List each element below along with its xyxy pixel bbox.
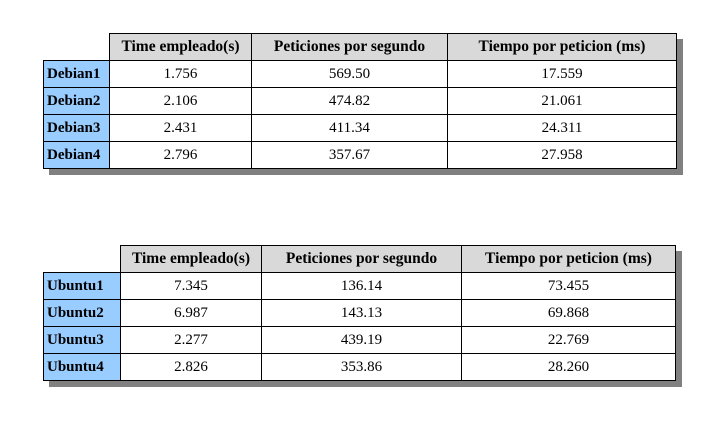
row-label: Debian3 <box>43 114 110 142</box>
table-row: Ubuntu3 2.277 439.19 22.769 <box>43 326 676 354</box>
tpp-cell: 24.311 <box>447 114 677 142</box>
header-row: Time empleado(s) Peticiones por segundo … <box>43 245 676 273</box>
table-row: Ubuntu4 2.826 353.86 28.260 <box>43 353 676 381</box>
time-cell: 1.756 <box>109 60 252 88</box>
tpp-cell: 21.061 <box>447 87 677 115</box>
rps-cell: 143.13 <box>261 299 462 327</box>
ubuntu-results-table: Time empleado(s) Peticiones por segundo … <box>43 245 676 381</box>
row-label: Debian2 <box>43 87 110 115</box>
row-label: Ubuntu3 <box>43 326 121 354</box>
tpp-cell: 22.769 <box>461 326 676 354</box>
col-header-tpp: Tiempo por peticion (ms) <box>447 33 677 61</box>
debian-results-table-wrapper: Time empleado(s) Peticiones por segundo … <box>43 33 683 175</box>
corner-cell <box>43 33 110 61</box>
row-label: Ubuntu2 <box>43 299 121 327</box>
table-row: Debian2 2.106 474.82 21.061 <box>43 87 677 115</box>
tpp-cell: 28.260 <box>461 353 676 381</box>
tpp-cell: 17.559 <box>447 60 677 88</box>
col-header-rps: Peticiones por segundo <box>261 245 462 273</box>
tpp-cell: 27.958 <box>447 141 677 169</box>
tpp-cell: 73.455 <box>461 272 676 300</box>
rps-cell: 353.86 <box>261 353 462 381</box>
time-cell: 6.987 <box>120 299 262 327</box>
time-cell: 2.431 <box>109 114 252 142</box>
row-label: Ubuntu4 <box>43 353 121 381</box>
col-header-rps: Peticiones por segundo <box>251 33 448 61</box>
rps-cell: 136.14 <box>261 272 462 300</box>
tpp-cell: 69.868 <box>461 299 676 327</box>
rps-cell: 569.50 <box>251 60 448 88</box>
debian-results-table: Time empleado(s) Peticiones por segundo … <box>43 33 677 169</box>
col-header-time: Time empleado(s) <box>109 33 252 61</box>
row-label: Debian1 <box>43 60 110 88</box>
table-row: Debian3 2.431 411.34 24.311 <box>43 114 677 142</box>
time-cell: 2.826 <box>120 353 262 381</box>
table-row: Debian1 1.756 569.50 17.559 <box>43 60 677 88</box>
col-header-time: Time empleado(s) <box>120 245 262 273</box>
rps-cell: 474.82 <box>251 87 448 115</box>
rps-cell: 357.67 <box>251 141 448 169</box>
time-cell: 2.796 <box>109 141 252 169</box>
header-row: Time empleado(s) Peticiones por segundo … <box>43 33 677 61</box>
time-cell: 2.106 <box>109 87 252 115</box>
row-label: Ubuntu1 <box>43 272 121 300</box>
corner-cell <box>43 245 121 273</box>
table-row: Debian4 2.796 357.67 27.958 <box>43 141 677 169</box>
table-row: Ubuntu1 7.345 136.14 73.455 <box>43 272 676 300</box>
time-cell: 7.345 <box>120 272 262 300</box>
rps-cell: 411.34 <box>251 114 448 142</box>
ubuntu-results-table-wrapper: Time empleado(s) Peticiones por segundo … <box>43 245 682 387</box>
rps-cell: 439.19 <box>261 326 462 354</box>
row-label: Debian4 <box>43 141 110 169</box>
time-cell: 2.277 <box>120 326 262 354</box>
col-header-tpp: Tiempo por peticion (ms) <box>461 245 676 273</box>
table-row: Ubuntu2 6.987 143.13 69.868 <box>43 299 676 327</box>
